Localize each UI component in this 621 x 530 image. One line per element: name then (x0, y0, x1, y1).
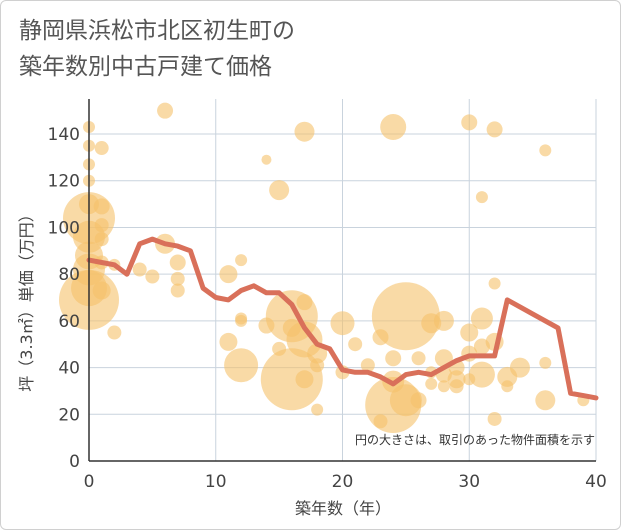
bubble-point (539, 144, 552, 157)
bubble-point (132, 262, 147, 277)
y-tick-labels: 0 20 40 60 80 100 120 140 (48, 125, 80, 472)
y-axis-label: 坪（3.3㎡）単価（万円） (17, 206, 36, 391)
bubble-point (539, 356, 552, 369)
bubble-point (509, 357, 530, 378)
bubble-point (261, 154, 272, 165)
x-axis-label: 築年数（年） (295, 499, 391, 518)
grid-lines (89, 99, 597, 461)
y-tick-label: 100 (48, 218, 80, 238)
bubble-point (157, 102, 174, 119)
bubble-point (224, 348, 259, 383)
bubble-point (219, 265, 238, 284)
bubble-point (501, 380, 514, 393)
bubble-point (93, 198, 110, 215)
bubble-point (94, 232, 109, 247)
bubble-point (371, 282, 440, 351)
bubble-point (360, 358, 375, 373)
x-tick-labels: 0 10 20 30 40 (84, 472, 607, 492)
bubble-point (410, 392, 427, 409)
bubble-point (107, 325, 122, 340)
y-tick-label: 140 (48, 125, 80, 145)
bubble-point (296, 294, 313, 311)
bubble-point (488, 277, 501, 290)
x-tick-label: 10 (205, 472, 227, 492)
x-tick-label: 40 (585, 472, 607, 492)
bubble-point (169, 254, 186, 271)
average-price-line (86, 236, 599, 401)
bubble-point (330, 311, 355, 336)
bubble-point (449, 379, 464, 394)
y-tick-label: 20 (58, 405, 80, 425)
bubble-point (461, 114, 478, 131)
bubble-point (170, 283, 185, 298)
y-tick-label: 80 (58, 265, 80, 285)
bubble-point (433, 310, 454, 331)
bubble-point (475, 191, 488, 204)
bubble-point (94, 141, 109, 156)
bubble-point (94, 218, 109, 233)
bubble-layer (59, 102, 590, 433)
bubble-point (295, 370, 314, 389)
bubble-size-note: 円の大きさは、取引のあった物件面積を示す (355, 432, 595, 447)
y-tick-label: 40 (58, 359, 80, 379)
bubble-point (92, 281, 111, 300)
chart-title-line-2: 築年数別中古戸建て価格 (19, 54, 272, 80)
bubble-point (425, 377, 438, 390)
y-tick-label: 120 (48, 172, 80, 192)
bubble-point (411, 351, 426, 366)
chart-title-line-1: 静岡県浜松市北区初生町の (19, 18, 295, 44)
bubble-point (535, 390, 556, 411)
bubble-point (470, 307, 493, 330)
chart-title: 静岡県浜松市北区初生町の 築年数別中古戸建て価格 (19, 13, 295, 85)
y-tick-label: 60 (58, 312, 80, 332)
bubble-point (170, 271, 185, 286)
x-tick-label: 0 (84, 472, 95, 492)
y-tick-label: 0 (69, 452, 80, 472)
axes (88, 99, 596, 462)
bubble-point (348, 337, 363, 352)
bubble-point (235, 254, 248, 267)
x-tick-label: 20 (332, 472, 354, 492)
x-tick-label: 30 (458, 472, 480, 492)
bubble-point (260, 348, 323, 411)
bubble-point (487, 411, 502, 426)
bubble-point (310, 358, 325, 373)
bubble-point (294, 121, 315, 142)
bubble-point (380, 114, 407, 141)
bubble-point (389, 384, 422, 417)
bubble-point (460, 323, 479, 342)
bubble-point (437, 380, 450, 393)
bubble-point (269, 180, 290, 201)
bubble-point (385, 350, 402, 367)
bubble-point (311, 403, 324, 416)
bubble-point (486, 121, 503, 138)
bubble-point (468, 361, 495, 388)
bubble-point (145, 269, 160, 284)
bubble-point (235, 314, 248, 327)
bubble-point (219, 332, 238, 351)
